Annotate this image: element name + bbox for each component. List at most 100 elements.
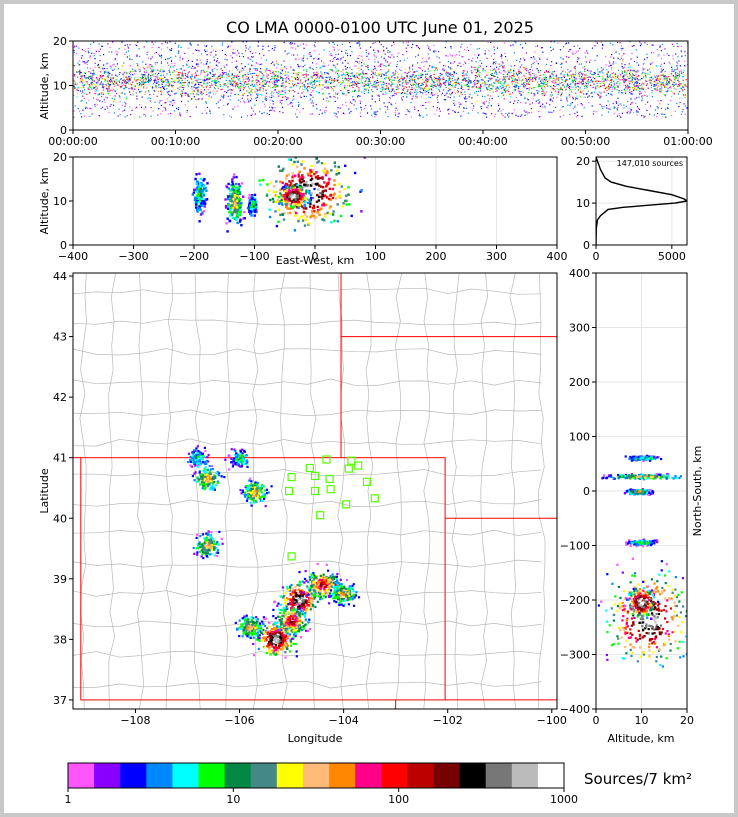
time-source-mark [577, 75, 579, 77]
time-source-mark [672, 91, 674, 93]
time-source-mark [115, 65, 117, 67]
time-source-mark [195, 75, 197, 77]
time-source-mark [324, 72, 326, 74]
time-source-mark [582, 90, 584, 92]
time-source-mark [390, 91, 392, 93]
time-source-mark [323, 65, 326, 67]
time-source-mark [577, 45, 579, 47]
time-source-mark [82, 109, 84, 111]
time-source-mark [580, 72, 582, 75]
time-source-mark [639, 90, 641, 92]
time-source-mark [273, 83, 275, 85]
time-source-mark [302, 66, 304, 68]
time-source-mark [354, 81, 356, 84]
time-source-mark [487, 95, 489, 97]
time-source-mark [251, 75, 253, 77]
time-source-mark [656, 49, 658, 51]
time-source-mark [109, 81, 112, 83]
time-source-mark [493, 75, 495, 78]
time-source-mark [346, 83, 348, 85]
time-source-mark [224, 91, 226, 93]
time-source-mark [425, 75, 427, 77]
time-source-mark [615, 101, 617, 103]
time-source-mark [677, 56, 679, 58]
time-source-mark [509, 75, 512, 78]
time-source-mark [194, 67, 196, 69]
time-source-mark [538, 84, 540, 86]
time-source-mark [106, 80, 108, 82]
time-source-mark [425, 102, 427, 104]
time-source-mark [180, 93, 182, 95]
time-source-mark [187, 47, 189, 49]
time-source-mark [271, 106, 273, 108]
time-source-mark [302, 60, 305, 62]
time-source-mark [157, 76, 159, 78]
time-source-mark [256, 93, 258, 95]
time-source-mark [150, 79, 152, 81]
time-source-mark [427, 90, 429, 92]
time-source-mark [552, 71, 554, 73]
time-source-mark [485, 87, 488, 89]
time-source-mark [480, 106, 482, 108]
time-source-mark [228, 89, 230, 91]
time-source-mark [74, 82, 76, 84]
time-source-mark [98, 67, 100, 69]
time-source-mark [411, 98, 413, 100]
time-source-mark [261, 94, 263, 97]
time-source-mark [121, 85, 123, 87]
time-source-mark [217, 78, 219, 80]
time-source-mark [92, 69, 94, 71]
time-source-mark [487, 105, 489, 107]
time-source-mark [661, 83, 663, 85]
time-source-mark [434, 81, 436, 83]
time-source-mark [130, 74, 132, 76]
time-source-mark [327, 64, 330, 66]
time-source-mark [320, 72, 323, 74]
time-source-mark [595, 111, 597, 113]
time-source-mark [187, 94, 189, 96]
time-source-mark [639, 88, 641, 90]
time-source-mark [606, 78, 608, 80]
time-source-mark [488, 88, 490, 90]
time-source-mark [230, 55, 232, 57]
time-source-mark [438, 57, 440, 59]
time-source-mark [221, 74, 223, 76]
time-source-mark [241, 84, 244, 86]
time-source-mark [681, 72, 683, 75]
time-source-mark [155, 85, 157, 87]
time-source-mark [311, 67, 313, 70]
time-source-mark [584, 74, 586, 76]
time-source-mark [76, 70, 78, 73]
time-source-mark [417, 110, 420, 112]
time-source-mark [247, 78, 249, 80]
time-source-mark [124, 116, 126, 118]
time-source-mark [532, 57, 534, 59]
time-source-mark [599, 96, 601, 98]
time-source-mark [361, 62, 363, 64]
time-source-mark [542, 51, 544, 53]
time-source-mark [160, 88, 162, 90]
time-source-mark [472, 86, 474, 88]
time-source-mark [570, 70, 572, 72]
time-source-mark [159, 55, 161, 57]
time-source-mark [170, 95, 172, 97]
time-source-mark [513, 52, 515, 54]
time-source-mark [415, 86, 417, 88]
time-source-mark [391, 45, 393, 47]
time-source-mark [684, 50, 686, 52]
time-source-mark [148, 79, 150, 81]
time-source-mark [628, 75, 630, 77]
time-source-mark [77, 108, 79, 110]
time-source-mark [322, 93, 324, 95]
time-source-mark [213, 87, 215, 89]
time-source-mark [566, 100, 568, 102]
time-source-mark [483, 82, 485, 85]
time-source-mark [178, 79, 181, 81]
time-source-mark [660, 71, 662, 73]
time-source-mark [423, 104, 425, 107]
time-source-mark [603, 82, 605, 84]
time-source-mark [158, 84, 160, 86]
time-source-mark [74, 83, 76, 85]
time-source-mark [234, 93, 236, 96]
time-source-mark [433, 66, 435, 68]
